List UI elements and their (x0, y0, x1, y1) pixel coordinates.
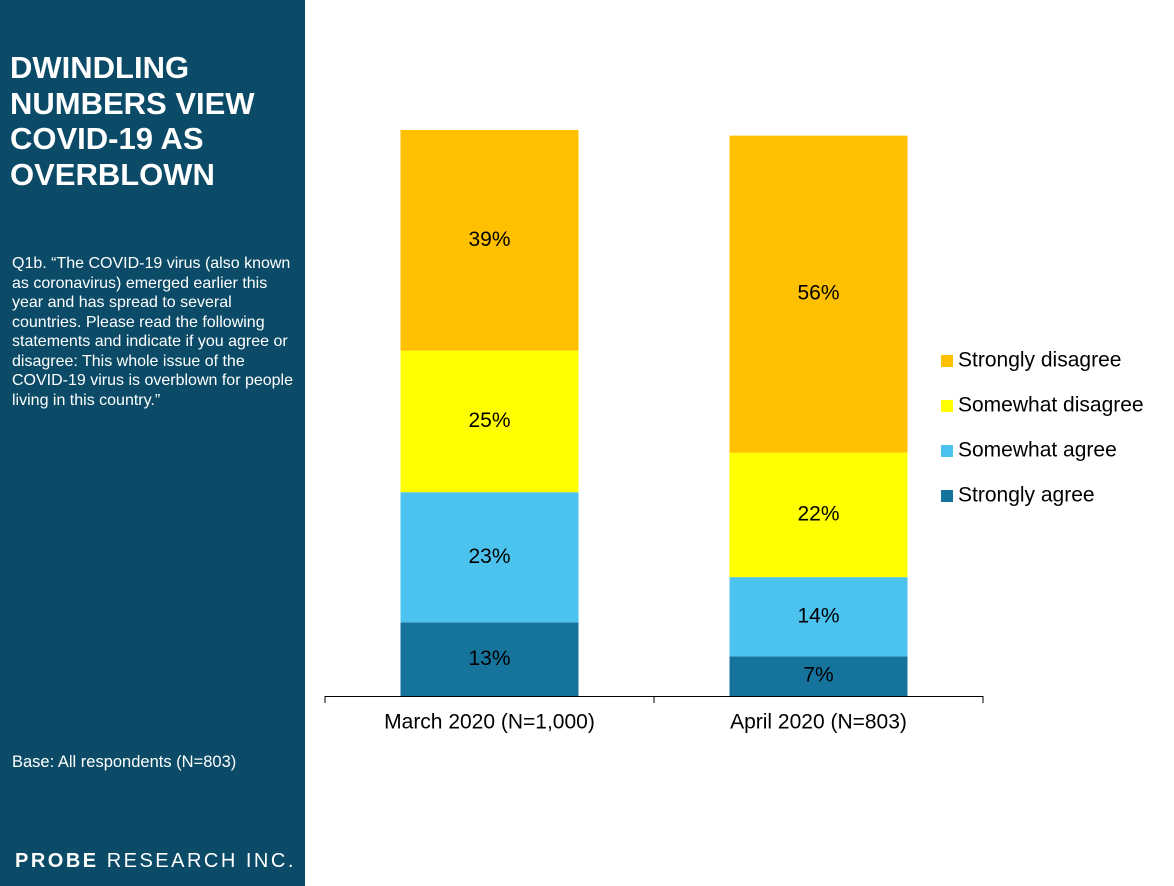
logo-rest: RESEARCH INC. (106, 850, 296, 872)
x-tick-label: April 2020 (N=803) (730, 711, 907, 734)
logo-brand: PROBE (15, 850, 99, 872)
legend-label: Somewhat agree (958, 439, 1117, 462)
bar-segment (400, 622, 579, 696)
base-note: Base: All respondents (N=803) (12, 753, 237, 771)
legend-swatch (941, 400, 953, 412)
bar-segment (729, 656, 908, 696)
bar-segment (729, 577, 908, 657)
sidebar: DWINDLING NUMBERS VIEW COVID-19 AS OVERB… (0, 0, 305, 886)
title: DWINDLING NUMBERS VIEW COVID-19 AS OVERB… (10, 50, 255, 192)
legend-swatch (941, 490, 953, 502)
bar-segment (729, 135, 908, 453)
legend-swatch (941, 355, 953, 367)
value-label: 14% (797, 604, 839, 627)
legend-label: Strongly disagree (958, 349, 1121, 372)
value-label: 7% (803, 664, 833, 687)
legend-label: Strongly agree (958, 484, 1095, 507)
legend-label: Somewhat disagree (958, 394, 1144, 417)
bar-segment (400, 130, 579, 351)
legend-swatch (941, 445, 953, 457)
question-text: Q1b. “The COVID-19 virus (also known as … (12, 255, 294, 409)
logo: PROBE RESEARCH INC. (15, 850, 296, 873)
x-tick-label: March 2020 (N=1,000) (384, 711, 595, 734)
value-label: 25% (468, 409, 510, 432)
value-label: 23% (468, 545, 510, 568)
value-label: 39% (468, 228, 510, 251)
value-label: 22% (797, 502, 839, 525)
value-label: 13% (468, 647, 510, 670)
bar-segment (729, 452, 908, 578)
bar-segment (400, 350, 579, 493)
value-label: 56% (797, 282, 839, 305)
bar-segment (400, 492, 579, 623)
